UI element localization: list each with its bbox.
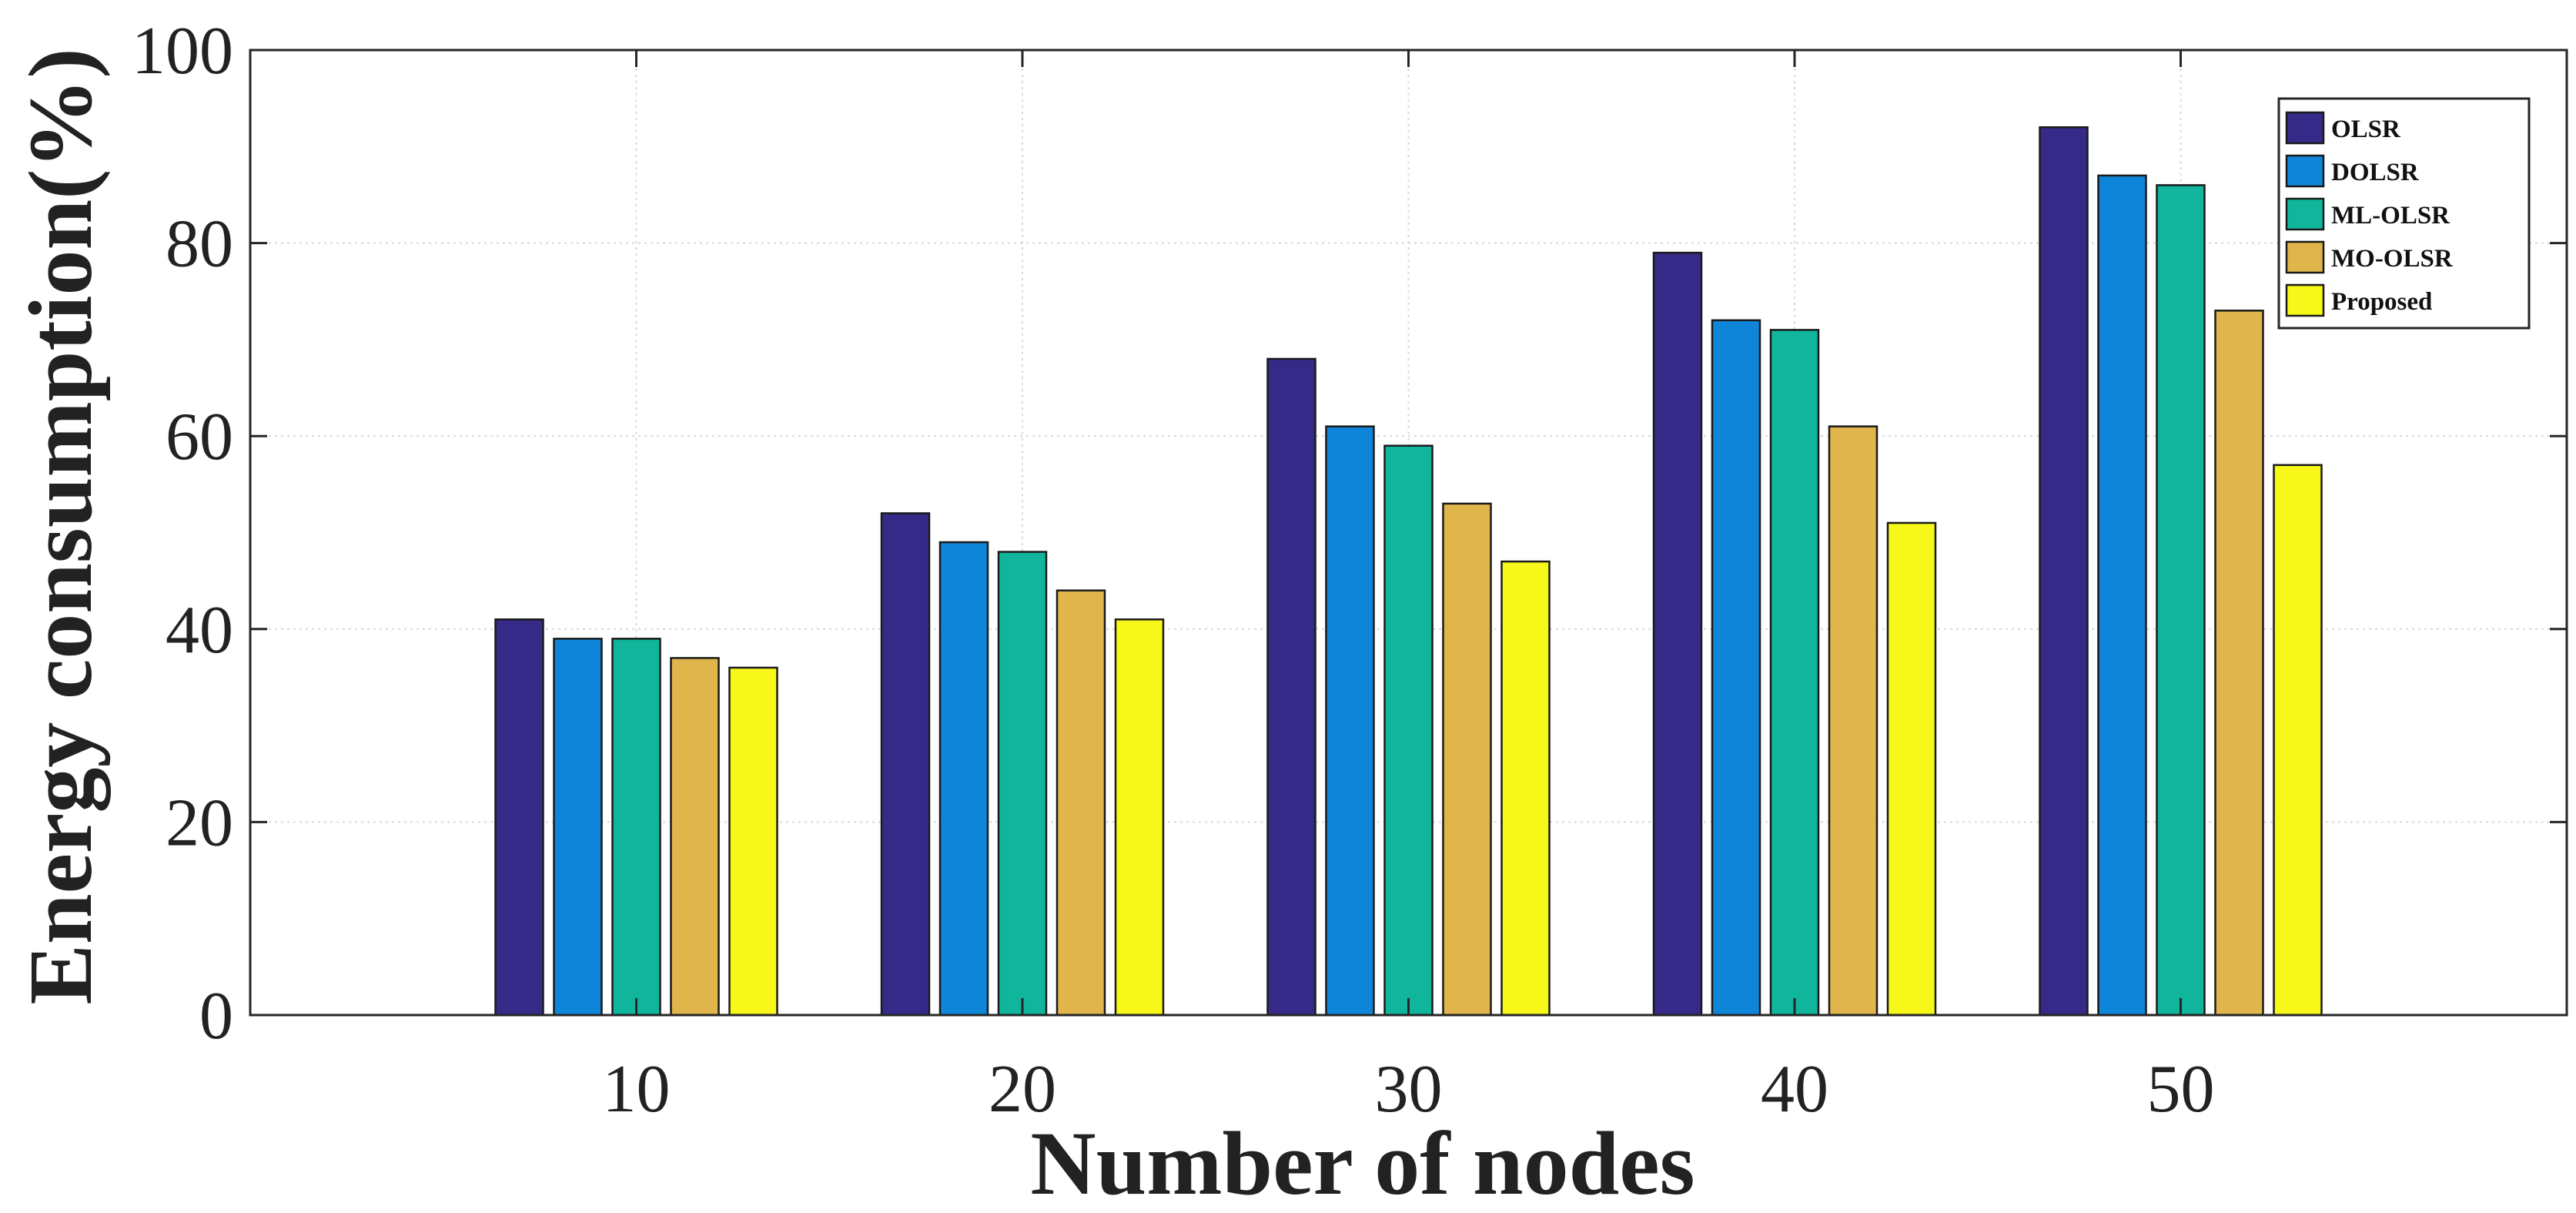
legend-swatch-proposed — [2285, 283, 2325, 317]
y-tick-label: 100 — [132, 14, 233, 89]
bar-dolsr-20 — [938, 541, 989, 1017]
bar-mo-olsr-50 — [2214, 310, 2264, 1017]
bar-proposed-20 — [1114, 618, 1165, 1017]
legend-label: OLSR — [2331, 116, 2401, 143]
y-tick-label: 60 — [166, 400, 233, 474]
legend-swatch-ml-olsr — [2285, 197, 2325, 231]
bar-mo-olsr-40 — [1828, 425, 1878, 1017]
y-axis-ticks: 0 20 40 60 80 100 — [132, 14, 2567, 1054]
y-tick-label: 20 — [166, 786, 233, 860]
legend-label: ML-OLSR — [2331, 202, 2451, 230]
bars — [494, 126, 2323, 1017]
bar-ml-olsr-20 — [997, 551, 1048, 1017]
bar-proposed-10 — [728, 666, 778, 1017]
bar-dolsr-30 — [1325, 425, 1375, 1017]
bar-dolsr-10 — [553, 638, 603, 1017]
x-axis-ticks: 10 20 30 40 50 — [603, 50, 2215, 1127]
y-tick-label: 80 — [166, 207, 233, 282]
legend-swatch-olsr — [2285, 111, 2325, 145]
bar-mo-olsr-30 — [1442, 502, 1492, 1017]
bar-mo-olsr-10 — [670, 657, 720, 1017]
x-tick-label: 40 — [1761, 1052, 1828, 1127]
bar-dolsr-50 — [2097, 174, 2147, 1017]
y-axis-title: Energy consumption(%) — [10, 48, 111, 1004]
legend-label: Proposed — [2331, 288, 2432, 316]
bar-proposed-40 — [1886, 521, 1937, 1017]
bar-olsr-40 — [1652, 251, 1703, 1017]
legend-swatch-dolsr — [2285, 154, 2325, 188]
bar-mo-olsr-20 — [1055, 589, 1106, 1017]
y-tick-label: 0 — [199, 979, 233, 1054]
x-tick-label: 50 — [2147, 1052, 2215, 1127]
legend-label: DOLSR — [2331, 159, 2420, 186]
bar-ml-olsr-10 — [611, 638, 661, 1017]
bar-olsr-50 — [2039, 126, 2089, 1017]
bar-olsr-30 — [1266, 357, 1316, 1017]
bar-dolsr-40 — [1711, 319, 1761, 1017]
y-tick-label: 40 — [166, 593, 233, 668]
x-tick-label: 20 — [989, 1052, 1056, 1127]
bar-ml-olsr-50 — [2156, 184, 2206, 1017]
legend-swatch-mo-olsr — [2285, 240, 2325, 274]
x-tick-label: 30 — [1375, 1052, 1443, 1127]
x-tick-label: 10 — [603, 1052, 671, 1127]
bar-ml-olsr-30 — [1383, 444, 1434, 1017]
x-axis-title: Number of nodes — [1030, 1113, 1694, 1213]
bar-olsr-10 — [494, 618, 544, 1017]
bar-proposed-30 — [1500, 560, 1551, 1017]
bar-ml-olsr-40 — [1769, 329, 1820, 1017]
legend-label: MO-OLSR — [2331, 245, 2454, 273]
legend: OLSR DOLSR ML-OLSR MO-OLSR Proposed — [2277, 97, 2531, 330]
bar-proposed-50 — [2273, 464, 2323, 1017]
bar-olsr-20 — [880, 512, 931, 1017]
